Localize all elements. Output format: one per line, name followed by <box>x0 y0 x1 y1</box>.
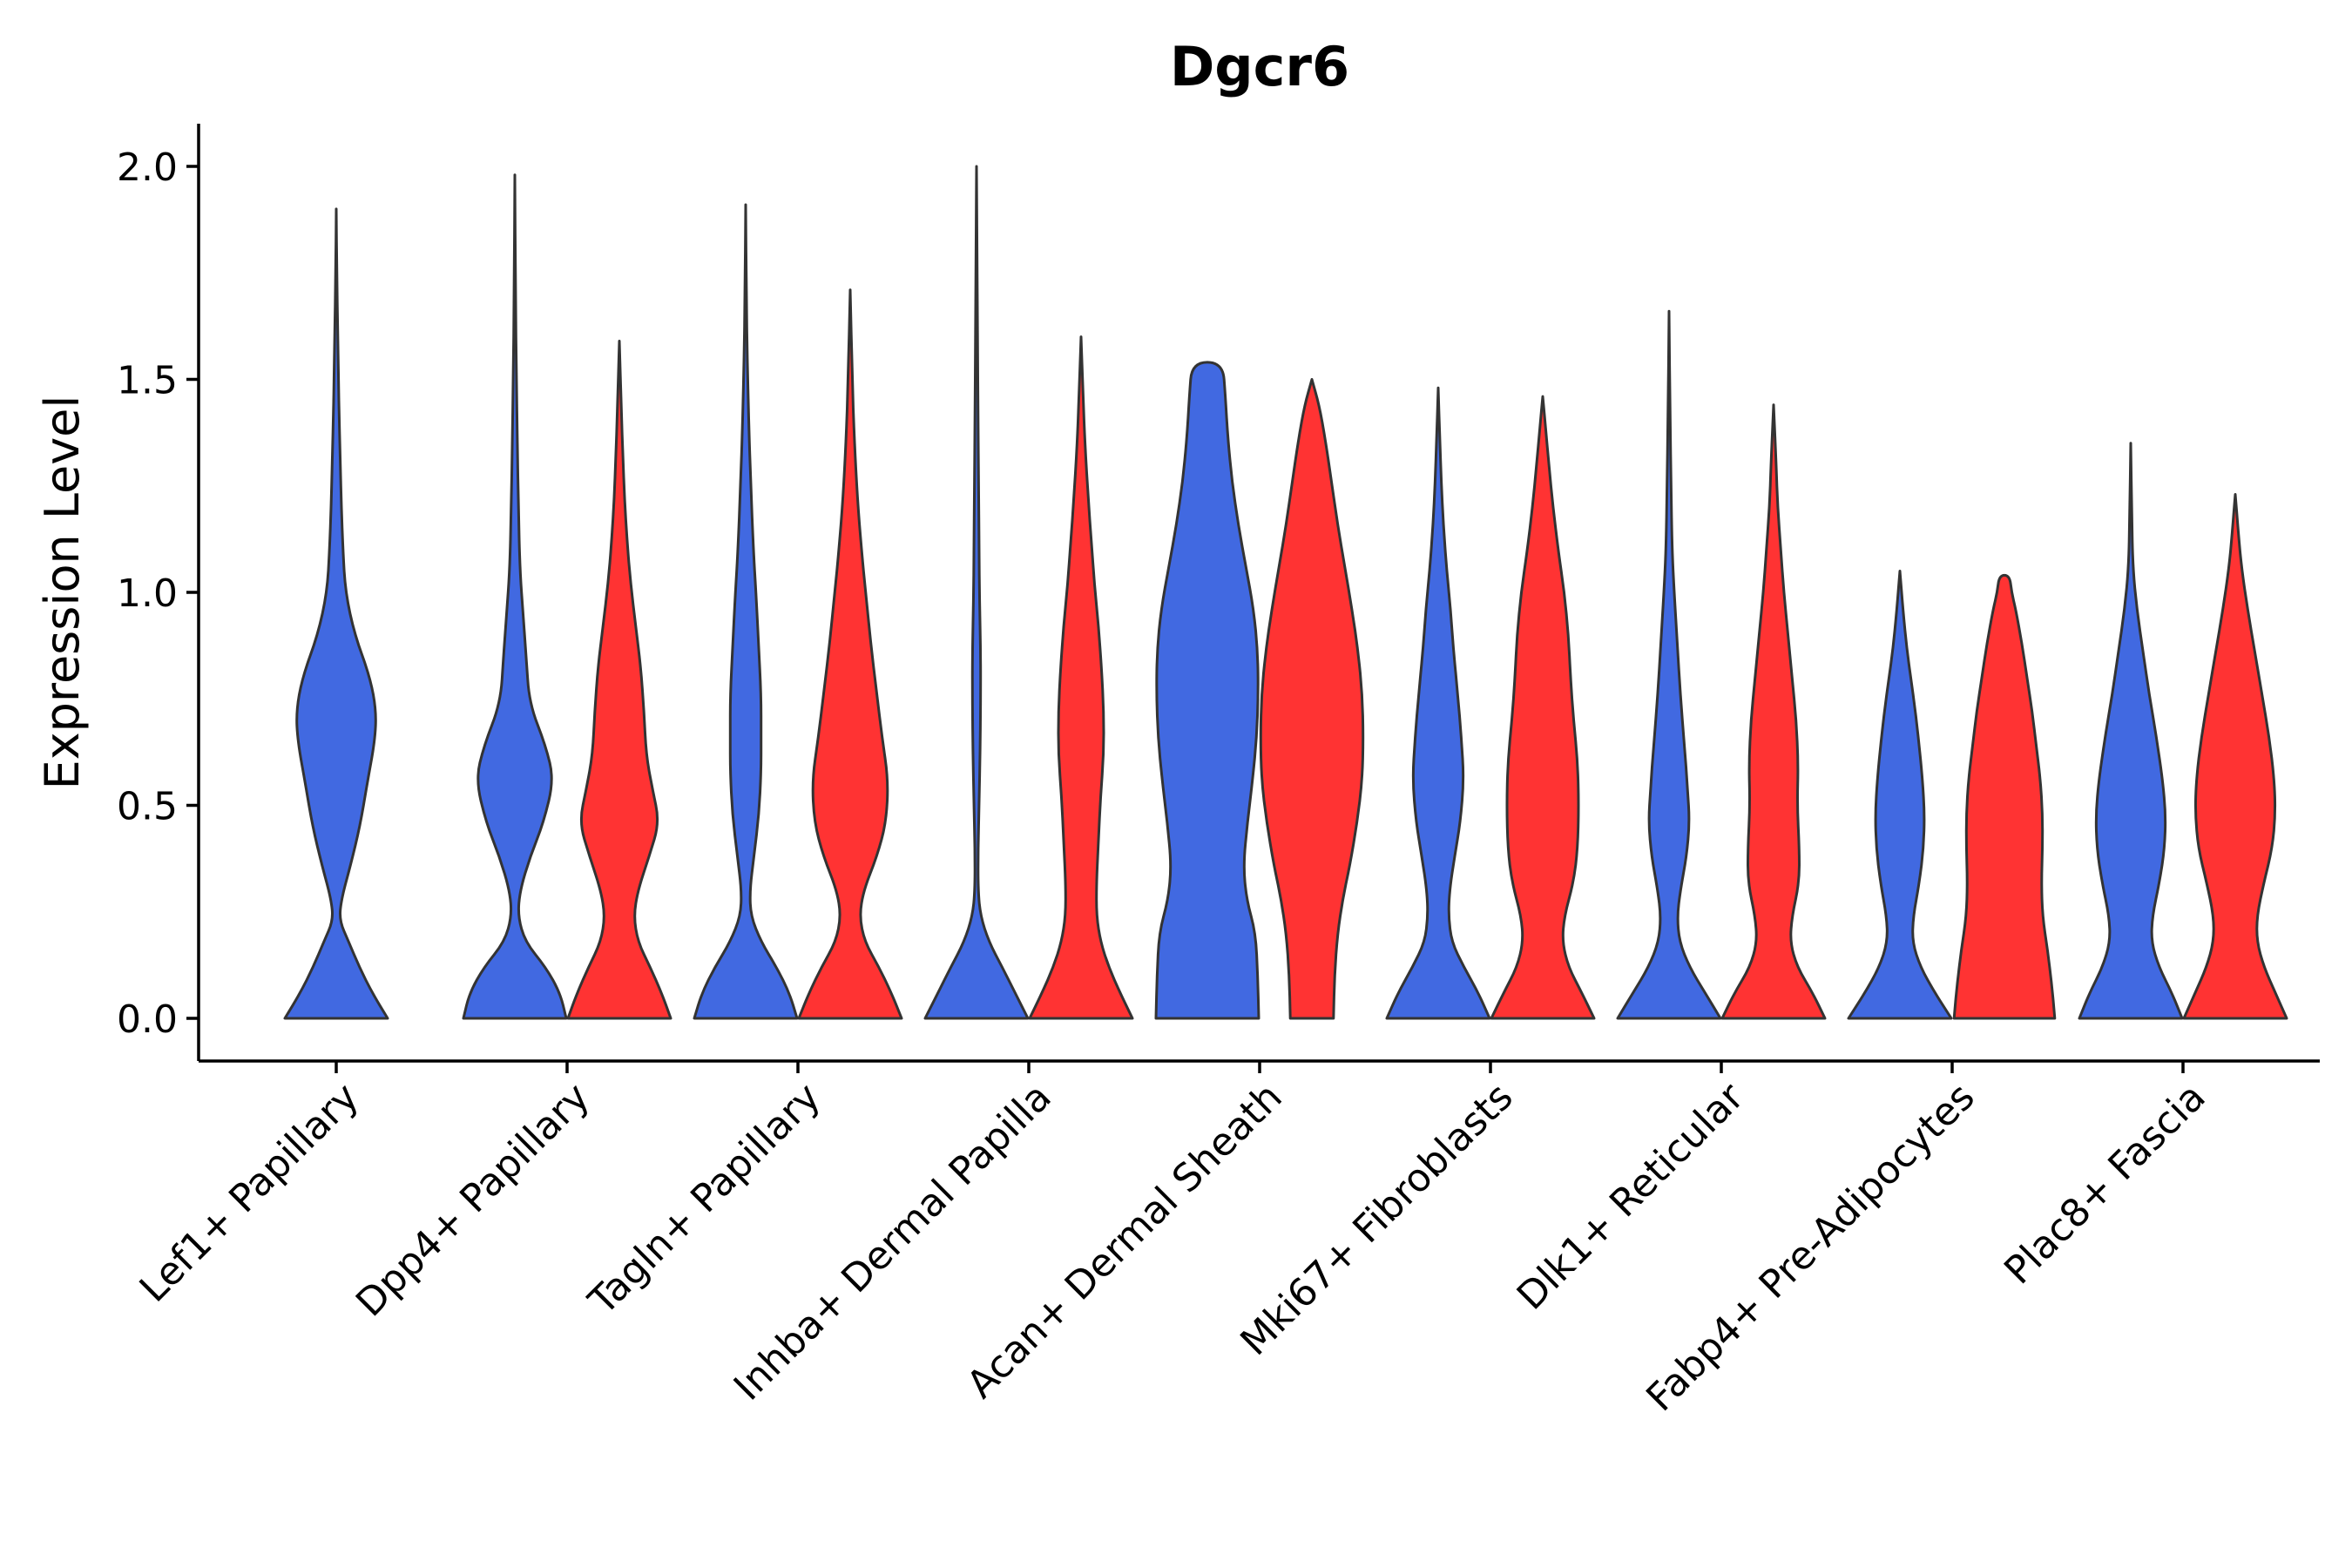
y-tick-label: 1.5 <box>117 359 178 403</box>
chart-title: Dgcr6 <box>1170 35 1349 98</box>
violin-blue-8 <box>1847 570 1953 1020</box>
violin-red-9 <box>2182 493 2288 1020</box>
y-tick-label: 0.0 <box>117 997 178 1042</box>
violins-layer <box>283 165 2288 1020</box>
y-tick-label: 0.5 <box>117 785 178 829</box>
x-tick-label: Tagln+ Papillary <box>580 1075 829 1324</box>
x-tick-label: Dlk1+ Reticular <box>1509 1074 1754 1319</box>
violin-red-7 <box>1720 403 1827 1020</box>
violin-blue-3 <box>693 203 799 1020</box>
violin-blue-6 <box>1385 386 1491 1020</box>
y-tick-label: 1.0 <box>117 571 178 616</box>
violin-red-8 <box>1952 573 2057 1020</box>
violin-blue-5 <box>1154 361 1260 1020</box>
violin-blue-7 <box>1616 309 1722 1020</box>
violin-red-2 <box>566 340 672 1020</box>
y-tick-label: 2.0 <box>117 145 178 190</box>
violin-red-6 <box>1490 395 1596 1020</box>
y-ticks: 0.0 0.5 1.0 1.5 2.0 <box>117 145 199 1042</box>
violin-blue-9 <box>2078 442 2184 1020</box>
violin-red-4 <box>1028 335 1134 1020</box>
x-tick-label: Dpp4+ Papillary <box>348 1075 598 1326</box>
violin-blue-2 <box>462 173 568 1020</box>
violin-red-3 <box>797 288 903 1020</box>
x-tick-label: Lef1+ Papillary <box>132 1075 368 1311</box>
x-tick-label: Plac8+ Fascia <box>1996 1075 2214 1294</box>
violin-blue-1 <box>283 207 389 1020</box>
y-axis-label: Expression Level <box>35 395 90 790</box>
violin-blue-4 <box>923 165 1030 1020</box>
violin-red-5 <box>1259 378 1365 1020</box>
